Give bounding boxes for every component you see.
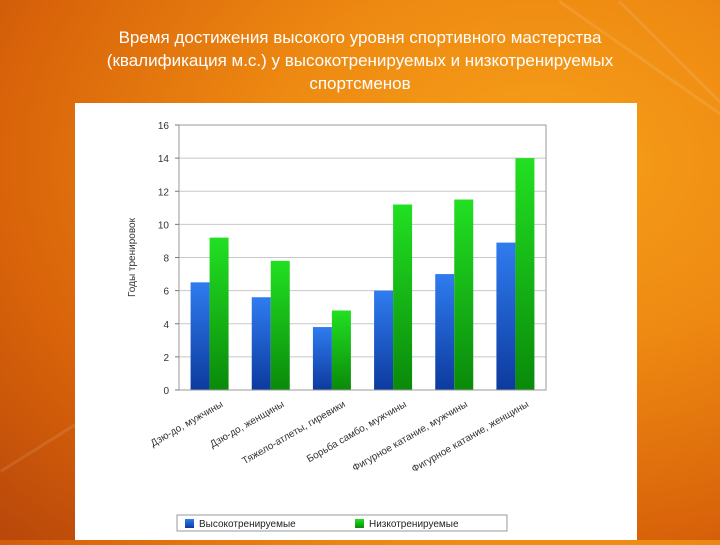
bar-low-0 bbox=[209, 237, 229, 390]
y-tick-label: 0 bbox=[163, 386, 169, 397]
bar-low-4 bbox=[454, 199, 474, 390]
bar-low-1 bbox=[270, 260, 290, 390]
bar-high-4 bbox=[435, 274, 455, 390]
legend-box bbox=[176, 514, 508, 532]
y-tick-label: 4 bbox=[163, 320, 169, 331]
y-tick-label: 16 bbox=[158, 121, 170, 132]
title-line-1: Время достижения высокого уровня спортив… bbox=[118, 28, 602, 47]
y-tick-label: 6 bbox=[163, 287, 169, 298]
y-tick-label: 12 bbox=[158, 187, 170, 198]
x-tick-label: Борьба самбо, мужчины bbox=[305, 398, 409, 465]
title-line-3: спортсменов bbox=[309, 74, 411, 93]
y-tick-label: 2 bbox=[163, 353, 169, 364]
x-tick-label: Фигурное катание, мужчины bbox=[351, 399, 470, 474]
bar-low-2 bbox=[331, 310, 351, 390]
bar-high-2 bbox=[312, 327, 332, 390]
title-line-2: (квалификация м.с.) у высокотренируемых … bbox=[106, 51, 614, 70]
x-tick-label: Тяжело-атлеты, гиревики bbox=[241, 399, 348, 467]
x-tick-label: Фигурное катание, женщины bbox=[410, 399, 531, 475]
bar-high-3 bbox=[374, 290, 394, 390]
y-tick-label: 10 bbox=[158, 220, 170, 231]
y-axis-label: Годы тренировок bbox=[127, 217, 138, 297]
y-tick-label: 8 bbox=[163, 254, 169, 265]
bar-low-5 bbox=[515, 158, 535, 390]
legend-swatch bbox=[355, 519, 364, 528]
bar-low-3 bbox=[393, 204, 413, 390]
bar-high-1 bbox=[251, 297, 271, 390]
chart-panel: 0 2 4 6 8 10 12 14 16 Годы тренировок Дзю-до, мужч… bbox=[75, 103, 637, 540]
bar-high-5 bbox=[496, 242, 516, 390]
legend-label: Низкотренируемые bbox=[369, 519, 459, 530]
bar-high-0 bbox=[190, 282, 210, 390]
y-tick-label: 14 bbox=[158, 154, 170, 165]
legend-label: Высокотренируемые bbox=[199, 519, 296, 530]
slide-title: Время достижения высокого уровня спортив… bbox=[40, 26, 680, 95]
legend-swatch bbox=[185, 519, 194, 528]
